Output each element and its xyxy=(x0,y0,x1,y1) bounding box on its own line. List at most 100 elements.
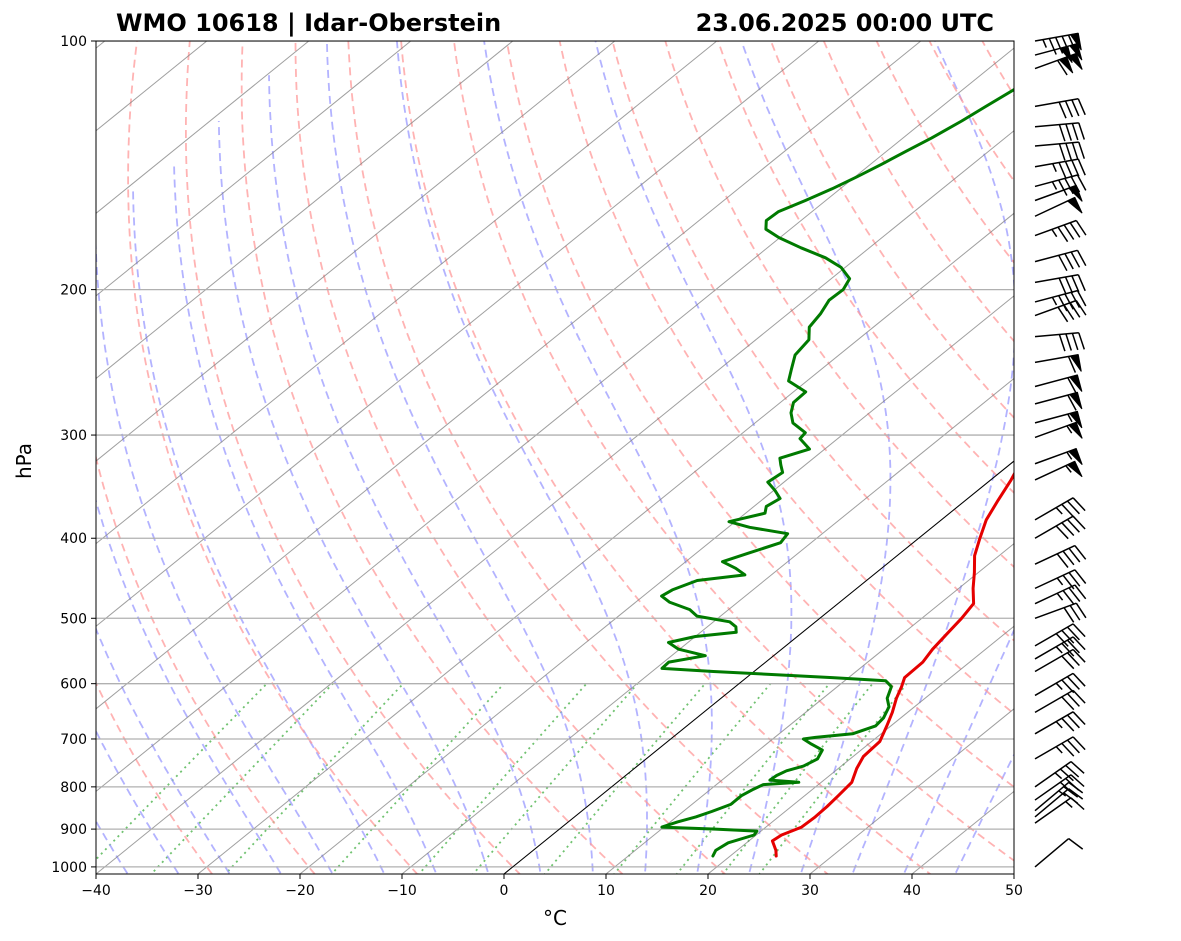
moist-adiabat-line xyxy=(173,161,438,874)
wind-barb-full xyxy=(1071,99,1080,117)
wind-barb-full xyxy=(1058,162,1067,179)
wind-barb-full xyxy=(1077,158,1086,176)
wind-barb-full xyxy=(1070,797,1085,811)
dry-adiabat-line xyxy=(611,41,1014,642)
y-tick-label: 400 xyxy=(60,531,87,547)
wind-barb-full xyxy=(1061,522,1075,537)
isotherm-line xyxy=(401,377,1014,874)
wind-barb xyxy=(1034,623,1086,647)
moist-adiabat-line xyxy=(268,75,542,874)
wind-barb xyxy=(1034,354,1082,373)
wind-barb-full xyxy=(1055,37,1064,54)
wind-barb-full xyxy=(1059,768,1074,782)
moist-adiabat-line xyxy=(902,628,1014,874)
wind-barb-staff xyxy=(1034,774,1072,801)
wind-barb-half xyxy=(1055,746,1063,754)
wind-barb-full xyxy=(1075,300,1087,316)
wind-barb-flag xyxy=(1059,45,1073,64)
wind-barb-full xyxy=(1074,569,1087,584)
isotherm-line xyxy=(96,41,412,297)
wind-barb xyxy=(1034,460,1083,481)
y-tick-label: 900 xyxy=(60,822,87,838)
wind-barb xyxy=(1034,141,1086,161)
wind-barb-full xyxy=(1061,696,1075,711)
wind-barb-half xyxy=(1056,592,1064,601)
wind-barb-full xyxy=(1065,123,1073,141)
isotherm-line xyxy=(605,543,1014,874)
wind-barb-staff xyxy=(1034,544,1076,565)
x-tick-label: −20 xyxy=(285,883,315,899)
dry-adiabat-line xyxy=(96,454,316,874)
wind-barb-half xyxy=(1054,772,1063,780)
wind-barb-staff xyxy=(1034,515,1074,539)
wind-barb-half xyxy=(1055,721,1063,729)
wind-barb-staff xyxy=(1034,98,1079,108)
wind-barb-staff xyxy=(1034,736,1074,760)
isotherm-line xyxy=(96,41,820,627)
datetime-title: 23.06.2025 00:00 UTC xyxy=(696,9,994,37)
mixing-ratio-line xyxy=(417,683,588,874)
wind-barb-full xyxy=(1063,785,1079,798)
dry-adiabat-line xyxy=(505,41,1014,789)
wind-barb-full xyxy=(1071,275,1080,293)
isotherm-line xyxy=(911,790,1014,874)
wind-barb-flag xyxy=(1066,460,1083,478)
wind-barb-full xyxy=(1048,38,1057,55)
wind-barb-full xyxy=(1062,550,1075,566)
wind-barb-staff xyxy=(1034,299,1077,317)
isotherm-line xyxy=(96,41,922,710)
wind-barb-staff xyxy=(1034,158,1079,168)
wind-barb-full xyxy=(1066,739,1080,754)
wind-barb-half xyxy=(1055,682,1063,691)
x-tick-label: 0 xyxy=(500,883,509,899)
dry-adiabat-line xyxy=(347,41,829,874)
wind-barb-full xyxy=(1072,689,1086,704)
wind-barb xyxy=(1034,249,1087,272)
moist-adiabat-line xyxy=(483,41,713,874)
wind-barb-full xyxy=(1066,518,1080,533)
zero-isotherm-line xyxy=(503,460,1014,874)
wind-barb-full xyxy=(1058,143,1066,161)
mixing-ratio-line xyxy=(330,683,505,874)
wind-barb-full xyxy=(1062,590,1075,605)
wind-barb-full xyxy=(1072,648,1086,663)
wind-barb-full xyxy=(1075,602,1087,619)
wind-barb-staff xyxy=(1034,672,1074,697)
dry-adiabat-line xyxy=(875,41,1014,264)
isobars xyxy=(96,41,1014,868)
isotherm-line xyxy=(96,41,514,380)
wind-barb-full xyxy=(1076,249,1087,267)
dry-adiabat-line xyxy=(184,41,522,874)
moist-adiabat-line xyxy=(217,120,490,874)
temperature-profile-line xyxy=(770,471,1014,858)
wind-barb-full xyxy=(1057,226,1069,243)
wind-barb-flag xyxy=(1058,56,1074,74)
dry-adiabat-line xyxy=(453,41,1014,862)
wind-barb-full xyxy=(1064,293,1074,310)
wind-barb-full xyxy=(1071,142,1079,160)
dry-adiabat-line xyxy=(240,41,624,874)
wind-barb xyxy=(1034,672,1086,697)
wind-barb-full xyxy=(1058,277,1067,295)
dry-adiabat-line xyxy=(664,41,1014,569)
dry-adiabat-line xyxy=(769,41,1014,419)
wind-barb-full xyxy=(1077,274,1086,292)
x-tick-label: 40 xyxy=(903,883,921,899)
wind-barb-full xyxy=(1070,761,1085,774)
wind-barb-full xyxy=(1068,781,1084,794)
wind-barb-staff xyxy=(1034,602,1077,619)
isotherm-line xyxy=(197,212,1014,874)
wind-barb xyxy=(1034,781,1084,812)
x-tick-label: 50 xyxy=(1005,883,1023,899)
wind-barb-full xyxy=(1056,553,1069,568)
wind-barb-half xyxy=(1067,413,1073,423)
wind-barb xyxy=(1034,98,1086,119)
wind-barb-staff xyxy=(1034,711,1074,735)
wind-barb xyxy=(1034,837,1084,868)
x-axis-ticks: −40 −30 −20 −10 0 10 20 30 40 50 xyxy=(81,874,1023,899)
dry-adiabat-line xyxy=(928,41,1014,183)
mixing-ratio-line xyxy=(149,683,334,874)
wind-barb xyxy=(1034,602,1087,623)
wind-barb-full xyxy=(1070,291,1081,308)
wind-barb-full xyxy=(1071,123,1079,141)
